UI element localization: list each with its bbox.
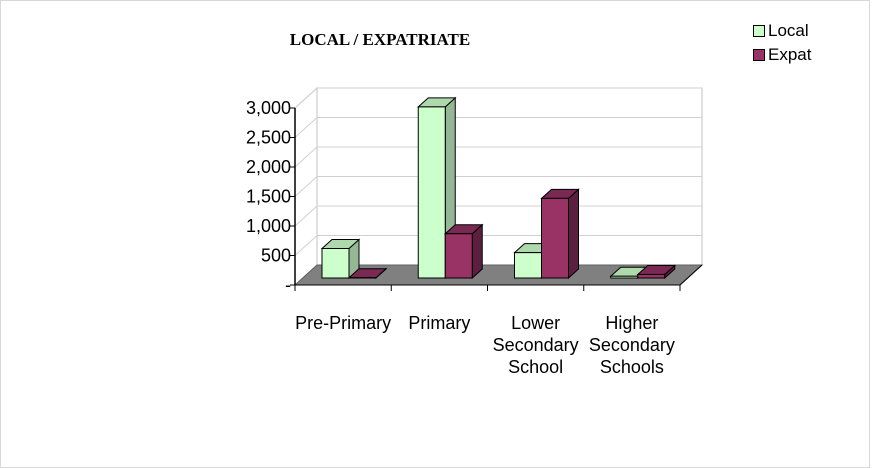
bar-side: [568, 188, 579, 280]
legend-item-local: Local: [753, 19, 811, 43]
x-category-label: School: [508, 357, 563, 377]
x-category-label: Primary: [408, 313, 470, 333]
chart-legend: Local Expat: [753, 19, 811, 67]
legend-label-expat: Expat: [768, 45, 812, 64]
legend-swatch-local: [753, 25, 765, 37]
x-category-label: Schools: [600, 357, 664, 377]
gridline: [294, 146, 702, 168]
y-tick-label: 2,000: [246, 157, 291, 177]
y-tick-label: 500: [261, 246, 291, 266]
x-category-label: Lower: [511, 313, 560, 333]
x-category-label: Secondary: [589, 335, 675, 355]
x-category-label: Secondary: [493, 335, 579, 355]
legend-label-local: Local: [768, 21, 809, 40]
x-category-label: Higher: [605, 313, 658, 333]
bar-expat: [541, 197, 569, 279]
x-category-label: Pre-Primary: [295, 313, 391, 333]
gridline: [294, 176, 702, 197]
y-tick-label: 1,500: [246, 187, 291, 207]
gridline: [294, 117, 702, 138]
x-axis-depth-line: [679, 264, 703, 286]
gridline: [294, 87, 702, 109]
y-tick-label: 1,000: [246, 216, 291, 236]
y-tick-label: 3,000: [246, 98, 291, 118]
bar-local: [321, 248, 350, 279]
chart-title: LOCAL / EXPATRIATE: [289, 30, 471, 49]
legend-swatch-expat: [753, 49, 765, 61]
y-tick-label: -: [285, 275, 291, 295]
bar-local: [417, 106, 446, 279]
bar-expat: [637, 273, 666, 279]
legend-item-expat: Expat: [753, 43, 811, 67]
bar-expat: [444, 233, 473, 279]
bar-local: [514, 252, 542, 279]
bar-local: [610, 275, 639, 279]
y-tick-label: 2,500: [246, 128, 291, 148]
